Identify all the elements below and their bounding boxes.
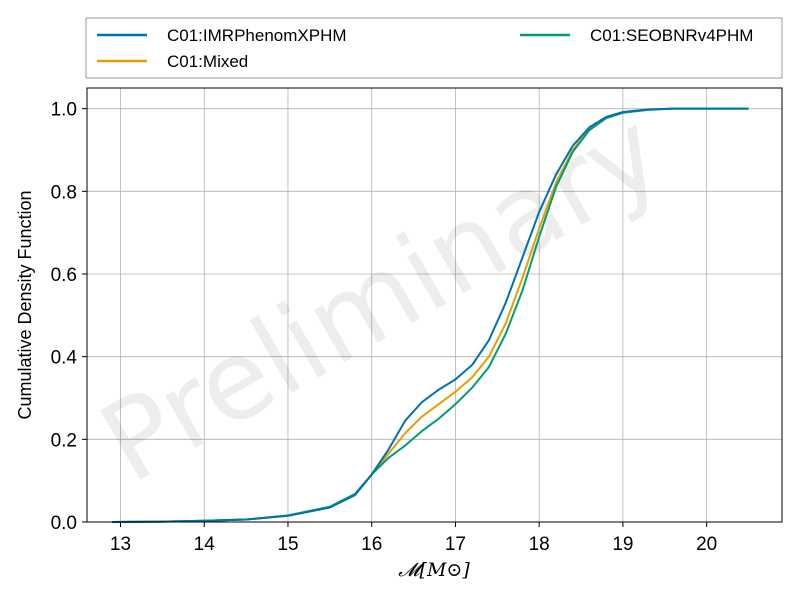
x-axis-label: 𝓜[M⊙]: [398, 559, 470, 581]
y-tick-label: 0.4: [51, 348, 78, 369]
series-line-imrphenomxphm: [112, 107, 749, 523]
grid: [87, 88, 782, 523]
y-tick-label: 0.2: [51, 430, 77, 451]
y-tick-label: 0.6: [51, 265, 77, 286]
x-axis-ticks: 13 14 15 16 17 18 19 20: [110, 522, 717, 555]
y-tick-label: 0.8: [51, 182, 77, 203]
x-tick-label: 19: [612, 534, 633, 555]
x-tick-label: 18: [529, 534, 550, 555]
legend: C01:IMRPhenomXPHM C01:Mixed C01:SEOBNRv4…: [85, 17, 783, 79]
plot-frame: [87, 88, 782, 522]
plot-area: Preliminary: [80, 86, 783, 523]
y-axis-label: Cumulative Density Function: [15, 190, 35, 419]
x-tick-label: 17: [445, 534, 466, 555]
x-tick-label: 13: [110, 534, 131, 555]
legend-frame: [85, 17, 783, 79]
plot-border: [86, 87, 783, 523]
y-tick-label: 0.0: [51, 513, 77, 534]
legend-label-seobnrv4phm: C01:SEOBNRv4PHM: [590, 26, 753, 45]
legend-label-mixed: C01:Mixed: [167, 52, 248, 71]
y-axis-ticks: 0.0 0.2 0.4 0.6 0.8 1.0: [51, 100, 87, 534]
legend-label-imrphenomxphm: C01:IMRPhenomXPHM: [167, 26, 347, 45]
x-tick-label: 15: [277, 534, 298, 555]
x-tick-label: 14: [194, 534, 216, 555]
y-tick-label: 1.0: [51, 100, 77, 121]
series-group: [112, 107, 749, 523]
x-tick-label: 16: [361, 534, 382, 555]
x-tick-label: 20: [696, 534, 717, 555]
